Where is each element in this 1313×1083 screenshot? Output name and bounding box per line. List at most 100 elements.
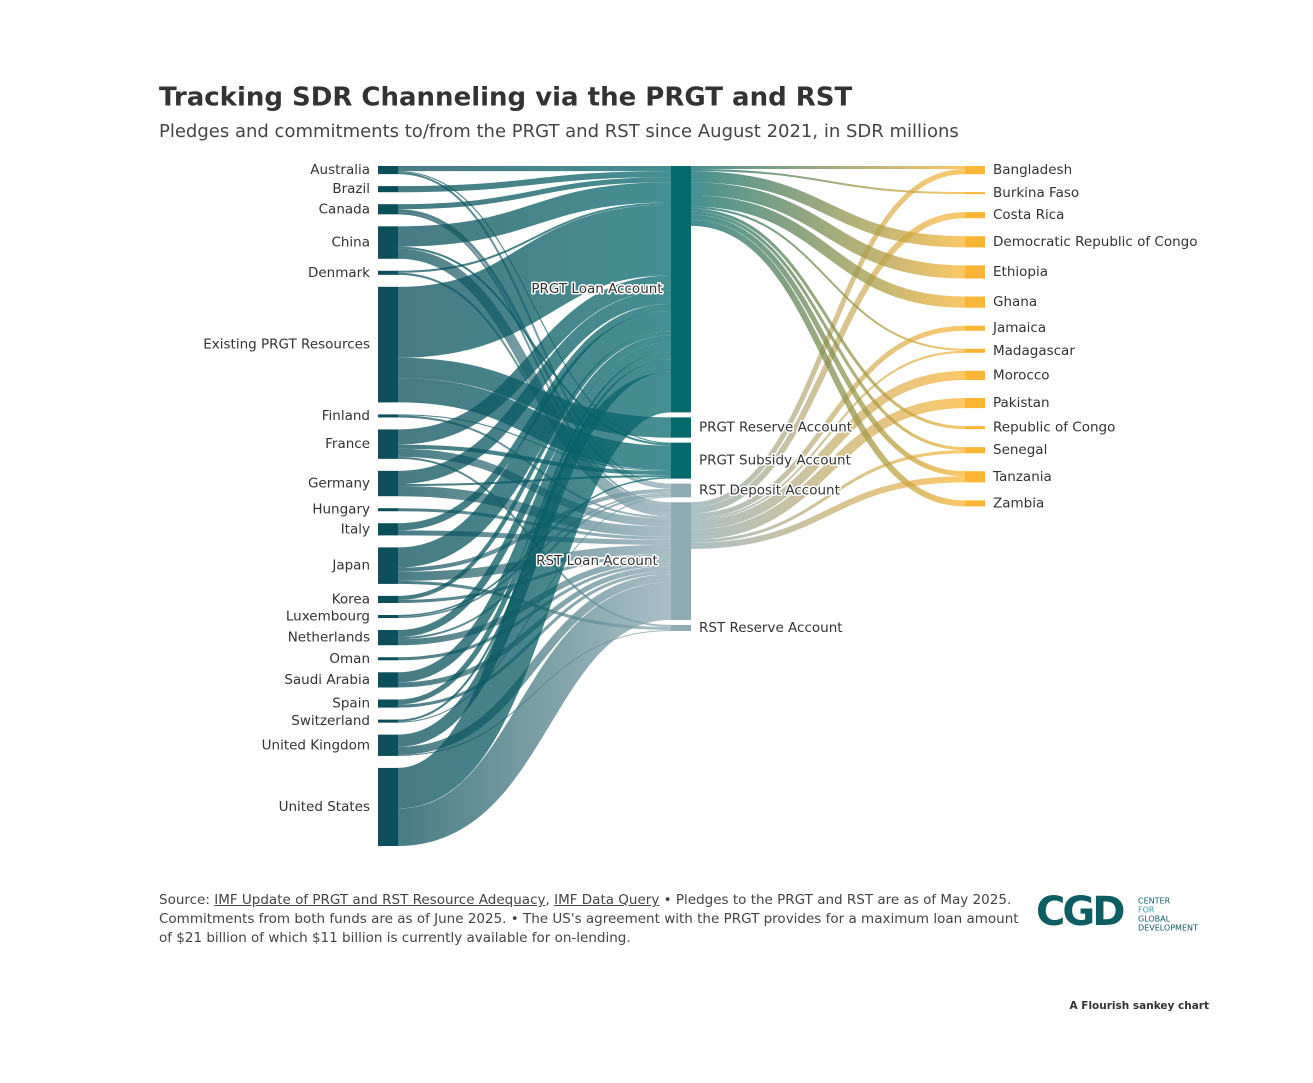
node-label: Senegal — [993, 442, 1047, 458]
node — [378, 719, 398, 723]
link — [397, 331, 672, 600]
source-link[interactable]: IMF Update of PRGT and RST Resource Adeq… — [214, 892, 546, 908]
node-label: Netherlands — [288, 630, 370, 646]
node — [378, 547, 398, 584]
link — [690, 195, 966, 308]
node-label: Ghana — [993, 294, 1037, 310]
node — [965, 192, 985, 195]
node-label: Existing PRGT Resources — [203, 337, 370, 353]
link — [397, 177, 672, 210]
link — [397, 202, 672, 273]
link — [690, 169, 966, 508]
link — [690, 208, 966, 430]
credit: A Flourish sankey chart — [1069, 1000, 1209, 1012]
node — [378, 286, 398, 403]
link — [396, 371, 673, 809]
node — [378, 523, 398, 536]
link — [690, 476, 966, 549]
node-label: Switzerland — [291, 713, 370, 729]
logo-text: CENTER — [1138, 897, 1171, 906]
logo-text: GLOBAL — [1138, 915, 1171, 924]
separator: , — [545, 892, 550, 908]
node-label: United Kingdom — [262, 737, 370, 753]
footer-note: • Pledges to the PRGT and RST are as of … — [159, 892, 1019, 946]
node — [378, 226, 398, 259]
source-label: Source: — [159, 892, 210, 908]
node — [965, 296, 985, 308]
node-label: Denmark — [308, 265, 370, 281]
node — [378, 166, 398, 175]
nodes — [378, 166, 985, 846]
node — [378, 414, 398, 418]
node — [378, 630, 398, 646]
node — [965, 166, 985, 175]
node-label: Luxembourg — [286, 609, 370, 625]
links — [396, 166, 966, 846]
node-label: China — [331, 235, 370, 251]
node — [965, 236, 985, 248]
node — [965, 265, 985, 279]
link — [397, 182, 672, 247]
node-label: Australia — [310, 162, 370, 178]
node — [378, 270, 398, 275]
node-label: Finland — [322, 408, 370, 424]
node — [378, 614, 398, 619]
node — [378, 508, 398, 512]
node-label: PRGT Subsidy Account — [699, 453, 851, 469]
node-label: Burkina Faso — [993, 185, 1079, 201]
link — [690, 206, 966, 351]
node — [378, 657, 398, 661]
link — [690, 171, 966, 248]
link — [397, 303, 672, 531]
node — [671, 624, 691, 631]
link — [397, 582, 672, 846]
node — [378, 429, 398, 459]
source-link[interactable]: IMF Data Query — [554, 892, 660, 908]
node — [378, 204, 398, 215]
link — [397, 204, 672, 358]
node — [378, 470, 398, 497]
node-label: PRGT Reserve Account — [699, 419, 852, 435]
node — [965, 348, 985, 353]
node-label: Japan — [331, 558, 370, 574]
link — [690, 211, 966, 451]
node-label: Costa Rica — [993, 207, 1064, 223]
node-label: Morocco — [993, 367, 1050, 383]
node-label: RST Reserve Account — [699, 620, 843, 636]
link — [397, 444, 672, 476]
link — [397, 171, 672, 193]
node — [378, 699, 398, 708]
link — [397, 310, 672, 568]
node-label: Saudi Arabia — [284, 672, 370, 688]
node-label: Zambia — [993, 495, 1044, 511]
node-label: Italy — [341, 521, 370, 537]
logo-text: DEVELOPMENT — [1138, 924, 1198, 933]
node — [671, 166, 691, 413]
node-label: Spain — [332, 696, 370, 712]
node-label: Pakistan — [993, 395, 1050, 411]
node-label: RST Deposit Account — [699, 482, 840, 498]
node — [965, 471, 985, 483]
link — [397, 342, 672, 683]
node — [965, 397, 985, 409]
link — [397, 335, 672, 638]
node — [378, 672, 398, 688]
chart-title: Tracking SDR Channeling via the PRGT and… — [159, 83, 852, 113]
logo-mark: CGD — [1036, 889, 1124, 935]
node-label: Tanzania — [992, 469, 1052, 485]
node-label: RST Loan Account — [536, 553, 658, 569]
labels: Australia Brazil Canada China Denmark Existin… — [203, 162, 1197, 815]
node-label: PRGT Loan Account — [531, 281, 662, 297]
node-label: Oman — [329, 651, 370, 667]
link — [690, 219, 966, 507]
node — [671, 417, 691, 438]
node — [965, 500, 985, 507]
link — [690, 169, 966, 195]
node — [965, 325, 985, 331]
link — [690, 397, 966, 540]
node-label: Ethiopia — [993, 264, 1048, 280]
node — [378, 734, 398, 756]
link — [690, 370, 966, 530]
